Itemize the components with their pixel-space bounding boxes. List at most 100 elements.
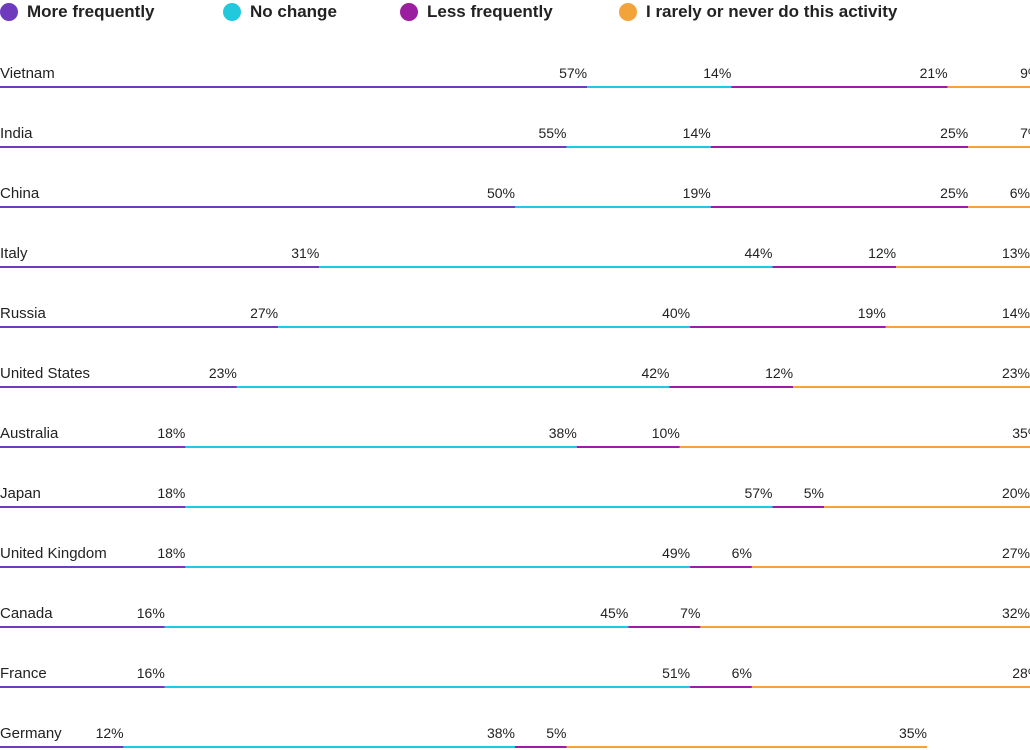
bar-segment-more-frequently [0,506,186,508]
bar-segment-no-change [123,746,515,748]
data-label-rarely-or-never: 20% [1002,485,1030,501]
legend-item-more-frequently: More frequently [0,0,155,24]
bar-row-united-states: United States 23% 42% 12% 23% [0,365,1030,388]
bar-segment-less-frequently [669,386,794,388]
bar-segment-rarely-or-never [896,266,1030,268]
data-label-rarely-or-never: 6% [1010,185,1030,201]
data-label-no-change: 51% [662,665,690,681]
data-label-more-frequently: 18% [157,545,185,561]
bar-segment-rarely-or-never [968,206,1030,208]
bar-segment-more-frequently [0,386,237,388]
category-label: China [0,185,40,202]
data-label-less-frequently: 12% [765,365,793,381]
bar-segment-no-change [236,386,670,388]
category-label: Japan [0,485,41,502]
category-label: India [0,125,33,142]
bar-segment-no-change [587,86,732,88]
bar-row-russia: Russia 27% 40% 19% 14% [0,305,1030,328]
data-label-less-frequently: 12% [868,245,896,261]
bar-segment-more-frequently [0,86,588,88]
legend-item-less-frequently: Less frequently [400,0,553,24]
bar-row-united-kingdom: United Kingdom 18% 49% 6% 27% [0,545,1030,568]
data-label-no-change: 40% [662,305,690,321]
bar-segment-less-frequently [731,86,948,88]
data-label-no-change: 38% [487,725,515,741]
bar-segment-no-change [278,326,691,328]
bar-row-vietnam: Vietnam 57% 14% 21% 9% [0,65,1030,88]
bar-row-japan: Japan 18% 57% 5% 20% [0,485,1030,508]
data-label-less-frequently: 6% [732,545,752,561]
data-label-rarely-or-never: 13% [1002,245,1030,261]
data-label-more-frequently: 18% [157,425,185,441]
bar-segment-less-frequently [576,446,680,448]
data-label-less-frequently: 5% [546,725,566,741]
data-label-rarely-or-never: 27% [1002,545,1030,561]
bar-row-china: China 50% 19% 25% 6% [0,185,1030,208]
bar-segment-no-change [185,506,773,508]
category-label: Germany [0,725,62,742]
data-label-more-frequently: 12% [96,725,124,741]
bar-row-australia: Australia 18% 38% 10% 35% [0,425,1030,448]
category-label: Russia [0,305,47,322]
legend-label-no-change: No change [250,2,337,21]
data-label-rarely-or-never: 23% [1002,365,1030,381]
bar-segment-no-change [185,566,691,568]
bar-segment-rarely-or-never [679,446,1030,448]
bar-row-india: India 55% 14% 25% 7% [0,125,1030,148]
data-label-more-frequently: 57% [559,65,587,81]
bar-segment-less-frequently [690,566,752,568]
bar-segment-more-frequently [0,266,320,268]
data-label-more-frequently: 23% [209,365,237,381]
legend-swatch-less-frequently [400,3,418,21]
bar-row-germany: Germany 12% 38% 5% 35% [0,725,927,748]
bar-segment-rarely-or-never [824,506,1030,508]
bar-segment-less-frequently [710,206,969,208]
bar-segment-rarely-or-never [885,326,1030,328]
category-label: Canada [0,605,53,622]
data-label-less-frequently: 25% [940,125,968,141]
bar-segment-more-frequently [0,326,279,328]
bar-row-canada: Canada 16% 45% 7% 32% [0,605,1030,628]
legend-swatch-more-frequently [0,3,18,21]
bar-row-france: France 16% 51% 6% 28% [0,665,1030,688]
bar-segment-no-change [566,146,711,148]
legend-label-rarely-or-never: I rarely or never do this activity [646,2,898,21]
category-label: United Kingdom [0,545,107,562]
bar-segment-rarely-or-never [968,146,1030,148]
legend-label-more-frequently: More frequently [27,2,155,21]
bar-segment-less-frequently [628,626,701,628]
data-label-no-change: 38% [549,425,577,441]
data-label-more-frequently: 16% [137,605,165,621]
category-label: Australia [0,425,59,442]
bar-segment-less-frequently [515,746,567,748]
legend: More frequently No change Less frequentl… [0,0,1030,24]
bar-segment-more-frequently [0,686,165,688]
bar-segment-less-frequently [690,326,886,328]
bar-segment-no-change [164,686,691,688]
bar-row-italy: Italy 31% 44% 12% 13% [0,245,1030,268]
bar-segment-no-change [319,266,773,268]
legend-item-rarely-or-never: I rarely or never do this activity [619,0,897,24]
data-label-no-change: 44% [744,245,772,261]
data-label-less-frequently: 10% [652,425,680,441]
bar-segment-more-frequently [0,746,124,748]
data-label-less-frequently: 6% [732,665,752,681]
bar-segment-rarely-or-never [751,566,1030,568]
data-label-rarely-or-never: 32% [1002,605,1030,621]
legend-item-no-change: No change [223,0,337,24]
bar-segment-less-frequently [710,146,969,148]
data-label-no-change: 14% [703,65,731,81]
data-label-no-change: 45% [600,605,628,621]
bar-segment-less-frequently [772,266,897,268]
category-label: United States [0,365,90,382]
bar-segment-rarely-or-never [947,86,1030,88]
data-label-more-frequently: 16% [137,665,165,681]
legend-swatch-rarely-or-never [619,3,637,21]
bar-segment-rarely-or-never [751,686,1030,688]
data-label-more-frequently: 18% [157,485,185,501]
bar-segment-less-frequently [772,506,824,508]
data-label-rarely-or-never: 28% [1012,665,1030,681]
data-label-less-frequently: 19% [858,305,886,321]
data-label-no-change: 19% [683,185,711,201]
